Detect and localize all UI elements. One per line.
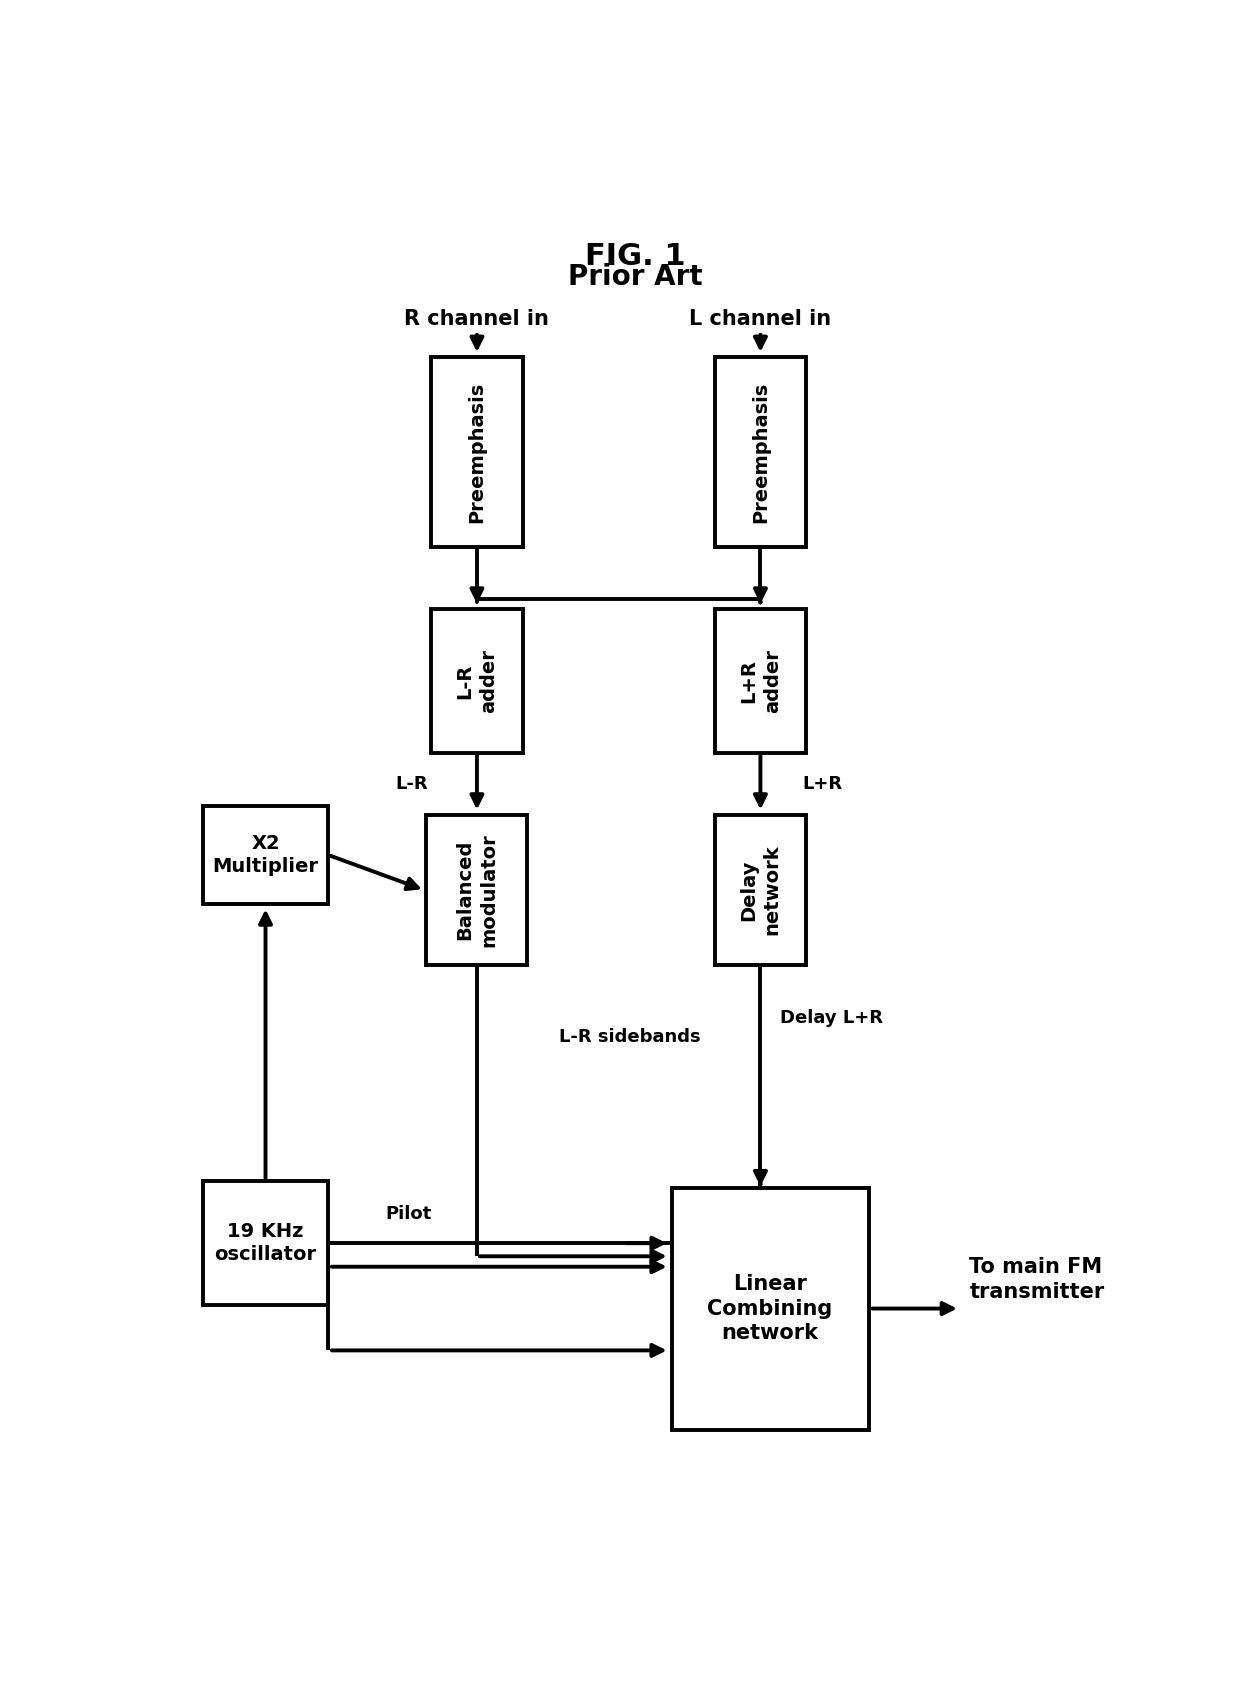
- Text: L channel in: L channel in: [689, 309, 832, 329]
- Bar: [427, 815, 527, 966]
- Text: Prior Art: Prior Art: [568, 263, 703, 290]
- Bar: [714, 357, 806, 547]
- Bar: [432, 357, 522, 547]
- Text: L+R
adder: L+R adder: [739, 649, 781, 713]
- Text: L-R: L-R: [396, 774, 428, 793]
- Text: Preemphasis: Preemphasis: [467, 382, 486, 523]
- Text: Preemphasis: Preemphasis: [751, 382, 770, 523]
- Text: 19 KHz
oscillator: 19 KHz oscillator: [215, 1223, 316, 1265]
- Text: L-R
adder: L-R adder: [455, 649, 498, 713]
- Text: Pilot: Pilot: [386, 1206, 432, 1224]
- Text: R channel in: R channel in: [404, 309, 549, 329]
- Text: Delay L+R: Delay L+R: [780, 1009, 883, 1027]
- Text: X2
Multiplier: X2 Multiplier: [212, 834, 319, 876]
- Bar: [714, 815, 806, 966]
- Bar: [432, 610, 522, 752]
- Bar: [203, 807, 327, 903]
- Bar: [672, 1187, 868, 1430]
- Bar: [203, 1182, 327, 1306]
- Bar: [714, 610, 806, 752]
- Text: L+R: L+R: [802, 774, 843, 793]
- Text: L-R sidebands: L-R sidebands: [559, 1029, 701, 1046]
- Text: Balanced
modulator: Balanced modulator: [455, 834, 498, 947]
- Text: Linear
Combining
network: Linear Combining network: [707, 1274, 833, 1343]
- Text: Delay
network: Delay network: [739, 846, 781, 936]
- Text: FIG. 1: FIG. 1: [585, 241, 686, 270]
- Text: To main FM
transmitter: To main FM transmitter: [970, 1258, 1105, 1302]
